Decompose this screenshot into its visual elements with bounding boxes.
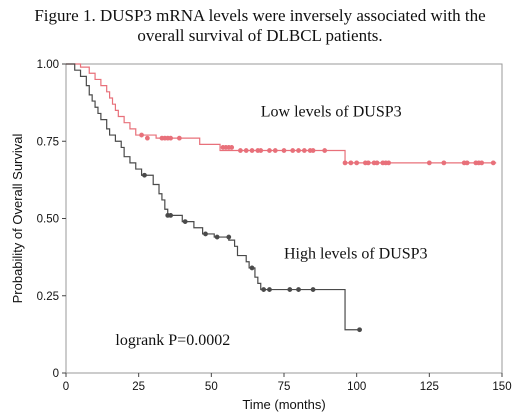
x-tick-label-1: 25 xyxy=(132,381,145,393)
censor-point-low-dusp3 xyxy=(267,148,272,153)
censor-point-low-dusp3 xyxy=(479,160,485,166)
label-low-dusp3: Low levels of DUSP3 xyxy=(261,104,402,121)
x-tick-label-5: 125 xyxy=(420,381,439,393)
x-axis-title: Time (months) xyxy=(242,397,325,412)
censor-point-high-dusp3 xyxy=(182,219,188,224)
censor-point-low-dusp3 xyxy=(374,160,380,166)
censor-point-high-dusp3 xyxy=(310,287,316,292)
censor-point-low-dusp3 xyxy=(426,160,432,166)
censor-point-low-dusp3 xyxy=(272,148,278,153)
y-tick-label-0: 0 xyxy=(53,368,59,380)
censor-point-high-dusp3 xyxy=(249,265,255,271)
censor-point-low-dusp3 xyxy=(139,132,144,138)
censor-point-low-dusp3 xyxy=(176,135,182,141)
y-tick-label-3: 0.75 xyxy=(37,136,59,148)
censor-point-low-dusp3 xyxy=(258,148,264,153)
censor-point-low-dusp3 xyxy=(365,160,371,166)
chart-title-line-1: Figure 1. DUSP3 mRNA levels were inverse… xyxy=(34,6,486,25)
censor-point-low-dusp3 xyxy=(348,160,354,166)
censor-point-high-dusp3 xyxy=(357,327,362,333)
x-tick-label-2: 50 xyxy=(205,381,218,393)
series-line-high-dusp3 xyxy=(66,63,360,331)
x-tick-label-0: 0 xyxy=(63,381,69,393)
censor-point-high-dusp3 xyxy=(203,231,208,237)
censor-point-low-dusp3 xyxy=(342,160,348,166)
y-tick-label-4: 1.00 xyxy=(37,59,59,71)
x-tick-label-6: 150 xyxy=(492,381,511,393)
y-tick-label-2: 0.50 xyxy=(37,214,59,226)
censor-point-low-dusp3 xyxy=(301,148,307,153)
censor-point-high-dusp3 xyxy=(261,287,267,292)
chart-title: Figure 1. DUSP3 mRNA levels were inverse… xyxy=(0,6,520,46)
censor-point-low-dusp3 xyxy=(322,148,328,153)
censor-point-low-dusp3 xyxy=(490,160,496,166)
censor-point-low-dusp3 xyxy=(296,148,301,153)
censor-point-high-dusp3 xyxy=(287,287,293,292)
series-line-low-dusp3 xyxy=(66,63,497,164)
censor-point-low-dusp3 xyxy=(243,148,249,153)
x-tick-label-3: 75 xyxy=(278,381,291,393)
censor-point-low-dusp3 xyxy=(464,160,470,166)
censor-point-high-dusp3 xyxy=(214,234,220,240)
y-axis-title: Probability of Overall Survival xyxy=(10,133,25,303)
logrank-annotation: logrank P=0.0002 xyxy=(115,332,230,349)
censor-point-low-dusp3 xyxy=(310,148,316,153)
censor-point-high-dusp3 xyxy=(168,213,174,218)
censor-point-high-dusp3 xyxy=(142,172,147,178)
censor-point-low-dusp3 xyxy=(290,148,296,153)
label-high-dusp3: High levels of DUSP3 xyxy=(284,246,428,263)
censor-point-high-dusp3 xyxy=(296,287,301,292)
censor-point-low-dusp3 xyxy=(441,160,447,166)
censor-point-low-dusp3 xyxy=(386,160,392,166)
censor-point-high-dusp3 xyxy=(267,287,272,292)
censor-point-low-dusp3 xyxy=(229,145,235,150)
y-tick-label-1: 0.25 xyxy=(37,291,59,303)
censor-point-low-dusp3 xyxy=(281,148,287,153)
censor-point-low-dusp3 xyxy=(237,148,243,153)
censor-point-high-dusp3 xyxy=(226,234,232,240)
chart-title-line-2: overall survival of DLBCL patients. xyxy=(137,26,383,45)
censor-point-low-dusp3 xyxy=(249,148,255,153)
censor-point-low-dusp3 xyxy=(168,135,174,141)
censor-point-low-dusp3 xyxy=(144,135,150,141)
x-tick-label-4: 100 xyxy=(347,381,366,393)
censor-point-low-dusp3 xyxy=(354,160,360,166)
